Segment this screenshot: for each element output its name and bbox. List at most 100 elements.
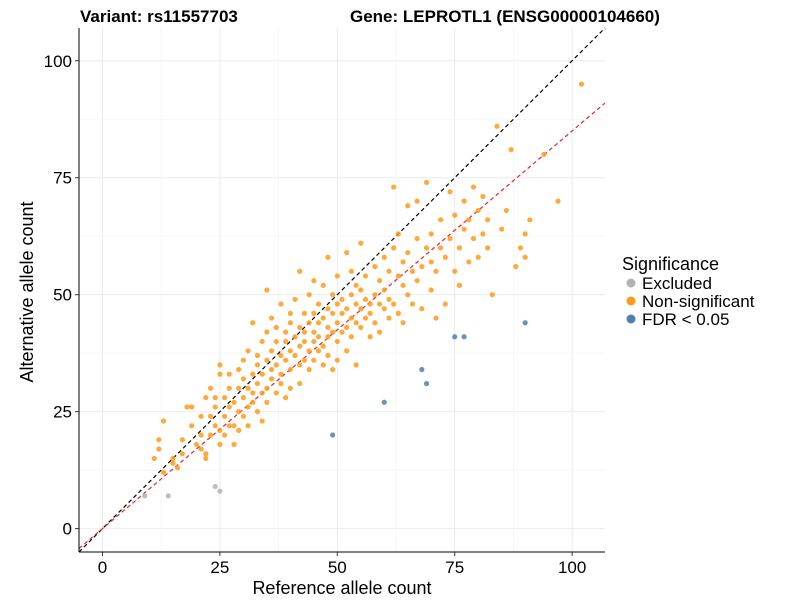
point-non-significant <box>330 329 336 335</box>
point-non-significant <box>344 324 350 331</box>
point-non-significant <box>301 310 308 316</box>
point-non-significant <box>395 231 401 237</box>
point-non-significant <box>240 357 246 363</box>
point-fdr-0-05 <box>452 334 458 340</box>
point-non-significant <box>470 235 477 242</box>
x-tick-label-50: 50 <box>328 558 347 577</box>
point-non-significant <box>311 310 317 316</box>
y-tick-label-0: 0 <box>63 520 72 539</box>
point-non-significant <box>287 366 293 373</box>
point-non-significant <box>372 264 378 270</box>
point-non-significant <box>160 469 167 476</box>
point-non-significant <box>358 240 364 246</box>
point-fdr-0-05 <box>461 334 467 340</box>
point-non-significant <box>330 292 336 298</box>
point-non-significant <box>381 306 387 312</box>
point-non-significant <box>264 357 270 363</box>
point-non-significant <box>320 343 326 349</box>
point-excluded <box>212 483 218 490</box>
point-non-significant <box>395 273 401 279</box>
point-non-significant <box>217 362 223 368</box>
point-non-significant <box>170 460 176 466</box>
point-non-significant <box>292 296 298 302</box>
point-excluded <box>217 488 223 494</box>
point-non-significant <box>306 348 312 354</box>
point-fdr-0-05 <box>381 399 387 405</box>
point-non-significant <box>358 306 364 312</box>
point-non-significant <box>325 334 331 340</box>
point-non-significant <box>175 465 181 471</box>
point-non-significant <box>245 348 251 354</box>
point-non-significant <box>348 292 354 298</box>
point-fdr-0-05 <box>330 432 336 438</box>
point-non-significant <box>278 380 284 387</box>
point-non-significant <box>311 357 317 363</box>
point-non-significant <box>339 329 345 335</box>
point-non-significant <box>236 366 242 373</box>
point-non-significant <box>414 198 420 204</box>
tick-labels: 0 25 50 75 100 0 25 50 75 100 <box>44 52 587 577</box>
point-non-significant <box>283 329 289 335</box>
point-non-significant <box>461 198 467 204</box>
point-non-significant <box>484 217 491 223</box>
point-non-significant <box>207 385 214 391</box>
point-non-significant <box>470 184 477 190</box>
point-non-significant <box>395 310 401 316</box>
legend-swatch-fdr <box>626 314 636 324</box>
point-non-significant <box>254 380 261 387</box>
point-non-significant <box>203 455 209 462</box>
point-non-significant <box>287 310 293 316</box>
point-non-significant <box>447 235 453 242</box>
point-non-significant <box>203 395 209 401</box>
point-non-significant <box>273 338 279 345</box>
point-non-significant <box>438 245 444 251</box>
point-non-significant <box>311 338 317 345</box>
point-non-significant <box>376 278 383 284</box>
point-non-significant <box>254 352 261 359</box>
point-non-significant <box>353 301 359 307</box>
point-non-significant <box>207 413 214 419</box>
legend-swatch-non-significant <box>626 296 636 306</box>
point-non-significant <box>273 390 279 396</box>
point-non-significant <box>442 254 448 260</box>
point-non-significant <box>250 320 256 326</box>
point-fdr-0-05 <box>423 380 430 387</box>
point-non-significant <box>428 259 434 265</box>
legend-label-non-significant: Non-significant <box>642 292 755 311</box>
point-non-significant <box>391 184 397 190</box>
point-non-significant <box>513 264 519 270</box>
point-non-significant <box>156 437 162 443</box>
point-non-significant <box>259 418 265 424</box>
point-excluded <box>165 493 171 499</box>
point-non-significant <box>348 334 354 340</box>
point-non-significant <box>405 249 411 256</box>
point-non-significant <box>236 385 242 391</box>
point-non-significant <box>423 179 430 185</box>
point-non-significant <box>456 282 463 288</box>
point-non-significant <box>362 296 369 302</box>
point-non-significant <box>409 268 416 274</box>
point-non-significant <box>466 259 472 265</box>
point-non-significant <box>334 357 340 363</box>
point-non-significant <box>344 249 350 256</box>
point-non-significant <box>372 320 378 326</box>
legend-label-excluded: Excluded <box>642 274 712 293</box>
point-non-significant <box>198 413 204 419</box>
point-non-significant <box>212 404 218 410</box>
point-non-significant <box>442 301 448 307</box>
point-non-significant <box>297 343 303 349</box>
point-non-significant <box>452 268 458 274</box>
point-non-significant <box>268 348 275 354</box>
point-non-significant <box>226 404 232 410</box>
point-non-significant <box>189 404 195 410</box>
point-non-significant <box>325 324 331 331</box>
point-non-significant <box>226 423 232 429</box>
point-non-significant <box>447 189 453 195</box>
point-non-significant <box>428 287 434 293</box>
point-non-significant <box>179 451 185 457</box>
point-non-significant <box>334 338 340 345</box>
point-non-significant <box>541 151 547 157</box>
point-non-significant <box>499 226 505 232</box>
point-non-significant <box>217 427 223 433</box>
point-non-significant <box>344 306 350 312</box>
